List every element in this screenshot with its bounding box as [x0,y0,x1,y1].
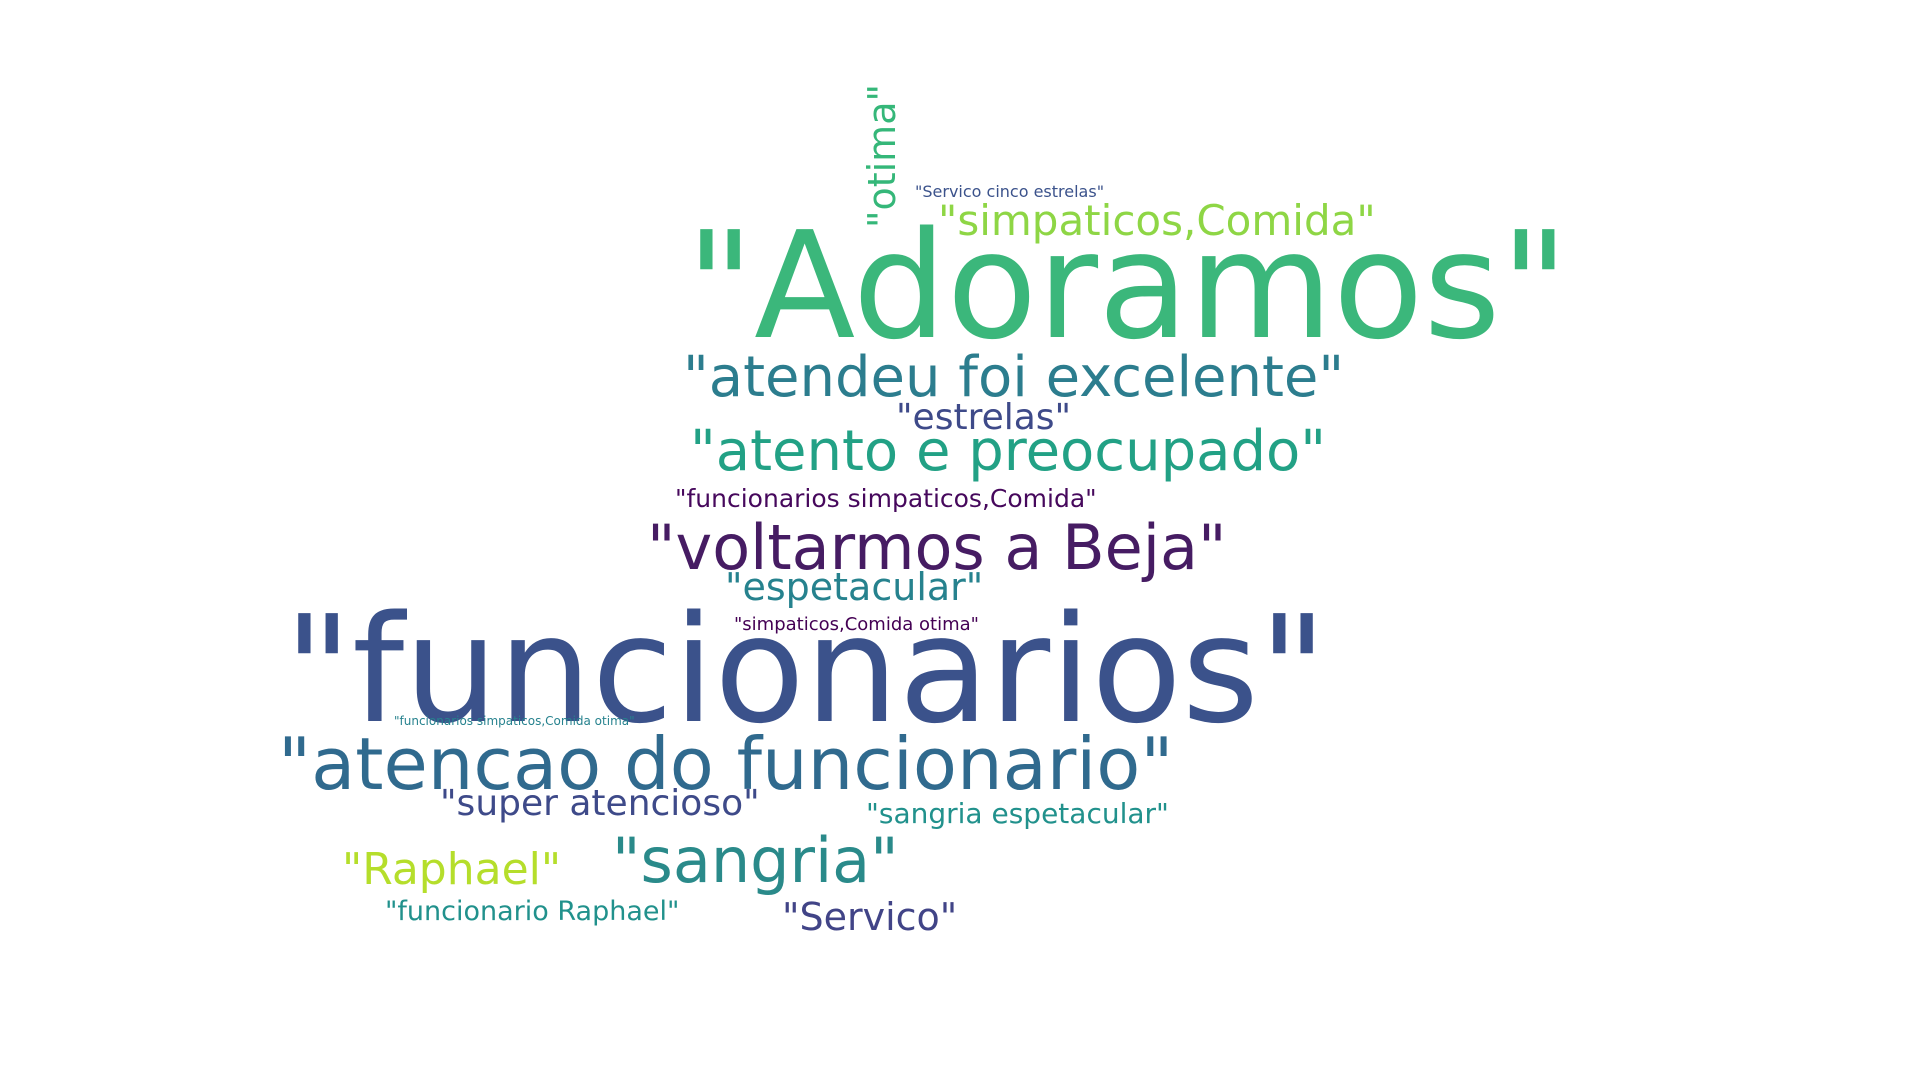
word-funcionarios-simpaticos-comida: "funcionarios simpaticos,Comida" [675,484,1097,513]
word-sangria-espetacular: "sangria espetacular" [866,797,1169,830]
word-raphael: "Raphael" [342,844,562,895]
word-servico-cinco-estrelas: "Servico cinco estrelas" [915,182,1105,201]
word-estrelas: "estrelas" [896,397,1072,438]
word-sangria: "sangria" [612,824,899,897]
word-super-atencioso: "super atencioso" [440,783,760,824]
word-servico: "Servico" [782,895,958,939]
word-simpaticos-comida: "simpaticos,Comida" [938,196,1376,245]
word-funcionarios-simpaticos-comida-otima: "funcionarios simpaticos,Comida otima" [394,714,635,728]
word-simpaticos-comida-otima: "simpaticos,Comida otima" [734,614,979,635]
word-espetacular: "espetacular" [725,565,984,609]
word-otima: "otima" [860,84,904,228]
word-atento-e-preocupado: "atento e preocupado" [690,419,1327,484]
word-funcionarios: "funcionarios" [284,584,1328,756]
word-atendeu-foi-excelente: "atendeu foi excelente" [683,345,1345,410]
word-atencao-do-funcionario: "atencao do funcionario" [278,722,1174,806]
word-voltarmos-a-beja: "voltarmos a Beja" [647,511,1227,584]
word-funcionario-raphael: "funcionario Raphael" [385,896,680,927]
word-adoramos: "Adoramos" [686,200,1569,372]
